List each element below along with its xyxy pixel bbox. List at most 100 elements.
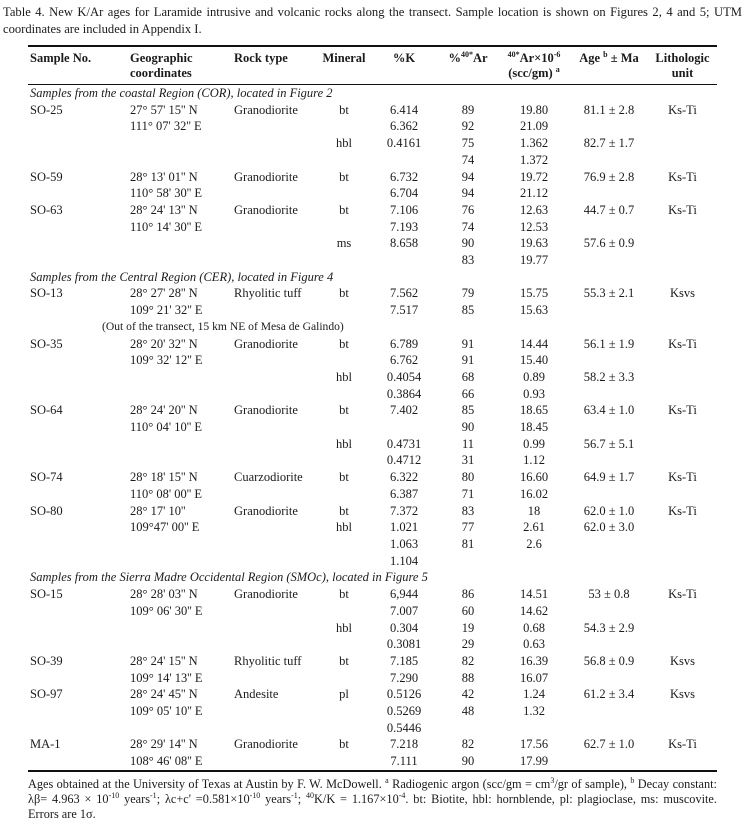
cell-percent-ar40: 91 — [461, 353, 475, 368]
cell-geographic-coordinates: 108° 46' 08'' E — [130, 754, 203, 769]
cell-percent-k: 0.3864 — [386, 386, 422, 401]
cell-sample-no — [28, 519, 128, 536]
cell-rock-type — [232, 252, 318, 269]
cell-percent-k: 0.304 — [389, 620, 419, 635]
cell-percent-k: 8.658 — [389, 236, 419, 251]
cell-lithologic-unit: Ks-Ti — [668, 503, 697, 518]
cell-rock-type: Granodiorite — [234, 169, 298, 184]
cell-percent-ar40: 79 — [461, 286, 475, 301]
cell-percent-k: 7.290 — [389, 670, 419, 685]
cell-mineral: ms — [336, 236, 352, 251]
table-row: hbl 0.4054 68 0.89 58.2 ± 3.3 — [28, 369, 717, 386]
cell-sample-no — [28, 152, 128, 169]
cell-percent-ar40: 88 — [461, 670, 475, 685]
cell-geographic-coordinates — [128, 636, 232, 653]
cell-age: 53 ± 0.8 — [588, 587, 630, 602]
cell-percent-k: 7.193 — [389, 219, 419, 234]
cell-age — [570, 386, 648, 403]
cell-percent-k — [370, 252, 438, 269]
table-row: 109° 21' 32'' E 7.517 85 15.63 — [28, 302, 717, 319]
cell-rock-type: Granodiorite — [234, 336, 298, 351]
cell-age — [570, 486, 648, 503]
cell-sample-no: SO-35 — [30, 336, 63, 351]
column-header-rock-type: Rock type — [234, 51, 288, 65]
cell-percent-k: 6.762 — [389, 353, 419, 368]
cell-sample-no — [28, 135, 128, 152]
table-row: 109°47' 00'' E hbl 1.021 77 2.61 62.0 ± 3.0 — [28, 519, 717, 536]
cell-age — [570, 302, 648, 319]
document-page: Table 4. New K/Ar ages for Laramide intr… — [0, 4, 745, 824]
cell-mineral — [318, 703, 370, 720]
cell-rock-type — [232, 486, 318, 503]
superscript: -10 — [108, 790, 120, 800]
cell-lithologic-unit: Ks-Ti — [668, 336, 697, 351]
table-row: SO-13 28° 27' 28'' N Rhyolitic tuff bt 7.562… — [28, 285, 717, 302]
cell-mineral: bt — [339, 336, 349, 351]
cell-ar40-concentration — [498, 720, 570, 737]
cell-lithologic-unit: Ks-Ti — [668, 737, 697, 752]
cell-rock-type — [232, 753, 318, 771]
cell-mineral — [318, 536, 370, 553]
cell-rock-type — [232, 636, 318, 653]
table-row: 109° 05' 10'' E 0.5269 48 1.32 — [28, 703, 717, 720]
cell-mineral — [318, 486, 370, 503]
table-caption: Table 4. New K/Ar ages for Laramide intr… — [3, 5, 742, 36]
cell-age — [570, 603, 648, 620]
table-row: 1.063 81 2.6 — [28, 536, 717, 553]
cell-ar40-concentration: 1.32 — [523, 704, 545, 719]
cell-mineral — [318, 352, 370, 369]
table-row: SO-35 28° 20' 32'' N Granodiorite bt 6.789 91… — [28, 336, 717, 353]
cell-geographic-coordinates: 28° 29' 14'' N — [130, 737, 198, 752]
table-row: SO-63 28° 24' 13'' N Granodiorite bt 7.106 76… — [28, 202, 717, 219]
column-header-lithologic-unit: Lithologic unit — [655, 51, 710, 80]
cell-rock-type — [232, 118, 318, 135]
cell-ar40-concentration: 0.99 — [523, 436, 545, 451]
cell-percent-ar40: 71 — [461, 486, 475, 501]
cell-ar40-concentration — [498, 553, 570, 570]
cell-percent-ar40: 75 — [461, 136, 475, 151]
cell-geographic-coordinates: 27° 57' 15'' N — [130, 102, 198, 117]
cell-age — [570, 452, 648, 469]
cell-sample-no — [28, 536, 128, 553]
table-row: 0.4712 31 1.12 — [28, 452, 717, 469]
cell-geographic-coordinates: 28° 24' 20'' N — [130, 403, 198, 418]
cell-percent-ar40: 60 — [461, 603, 475, 618]
cell-percent-ar40: 68 — [461, 369, 475, 384]
cell-age — [570, 352, 648, 369]
cell-geographic-coordinates: 28° 24' 45'' N — [130, 687, 198, 702]
cell-percent-k: 7.106 — [389, 202, 419, 217]
table-row: SO-39 28° 24' 15'' N Rhyolitic tuff bt 7.185… — [28, 653, 717, 670]
cell-percent-k: 7.517 — [389, 303, 419, 318]
cell-geographic-coordinates: 28° 24' 13'' N — [130, 202, 198, 217]
cell-lithologic-unit — [648, 670, 717, 687]
cell-mineral: bt — [339, 503, 349, 518]
cell-mineral — [318, 185, 370, 202]
cell-geographic-coordinates: 111° 07' 32'' E — [130, 119, 202, 134]
cell-sample-no — [28, 436, 128, 453]
cell-lithologic-unit: Ks-Ti — [668, 169, 697, 184]
cell-geographic-coordinates: 28° 27' 28'' N — [130, 286, 198, 301]
cell-lithologic-unit — [648, 185, 717, 202]
cell-geographic-coordinates: 28° 13' 01'' N — [130, 169, 198, 184]
cell-rock-type — [232, 302, 318, 319]
superscript: 40* — [507, 49, 520, 59]
cell-age: 62.7 ± 1.0 — [583, 737, 635, 752]
cell-rock-type — [232, 185, 318, 202]
cell-age — [570, 219, 648, 236]
table-row: SO-80 28° 17' 10'' Granodiorite bt 7.372 83 18… — [28, 503, 717, 520]
cell-mineral: bt — [339, 403, 349, 418]
superscript: 40 — [306, 790, 315, 800]
cell-percent-k: 1.063 — [389, 536, 419, 551]
cell-ar40-concentration: 16.60 — [519, 470, 549, 485]
cell-mineral: hbl — [336, 136, 352, 151]
cell-percent-k: 0.4731 — [386, 436, 422, 451]
cell-percent-ar40: 89 — [461, 102, 475, 117]
cell-geographic-coordinates: 109° 21' 32'' E — [130, 303, 203, 318]
superscript: 40* — [460, 49, 473, 59]
column-header-mineral: Mineral — [322, 51, 366, 65]
superscript: a — [555, 64, 560, 74]
column-header-age: Age b ± Ma — [579, 49, 639, 65]
cell-sample-no: SO-25 — [30, 102, 63, 117]
cell-percent-ar40: 85 — [461, 303, 475, 318]
kar-ages-table: Sample No. Geographic coordinates Rock typ… — [28, 45, 717, 772]
